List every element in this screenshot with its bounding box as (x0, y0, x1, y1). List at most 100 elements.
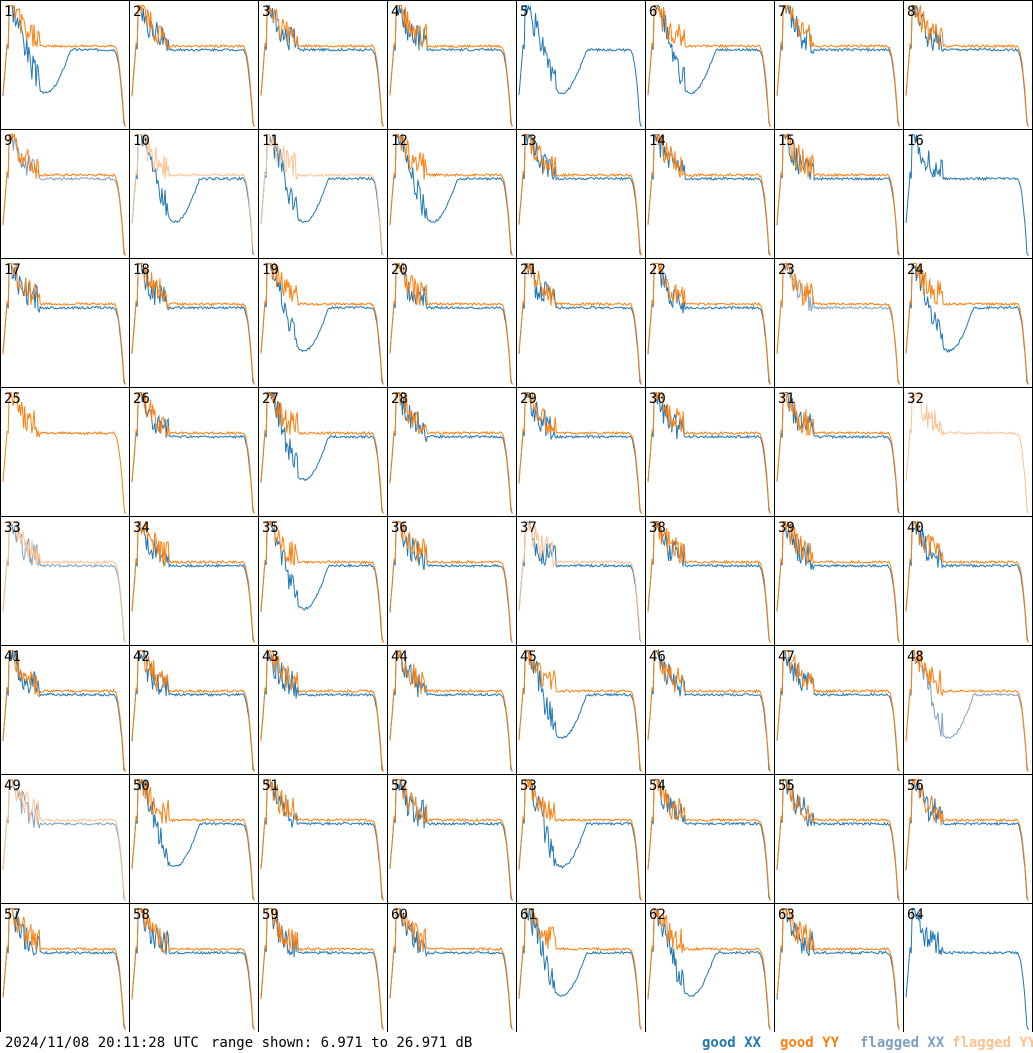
panel-label: 2 (133, 4, 141, 20)
yy-series (131, 650, 255, 772)
panel-6: 6 (645, 0, 775, 130)
yy-series (776, 521, 900, 643)
panel-label: 30 (649, 391, 666, 407)
panel-55: 55 (774, 774, 904, 904)
yy-series (2, 778, 126, 901)
yy-series (647, 5, 771, 127)
panel-label: 1 (4, 4, 12, 20)
panel-52: 52 (387, 774, 517, 904)
yy-series (2, 908, 126, 1030)
yy-series (2, 521, 126, 643)
panel-label: 24 (907, 262, 924, 278)
yy-series (389, 777, 513, 901)
xx-series (260, 262, 384, 385)
panel-42: 42 (129, 645, 259, 775)
panel-label: 57 (4, 907, 21, 923)
panel-label: 16 (907, 133, 924, 149)
panel-54: 54 (645, 774, 775, 904)
xx-series (905, 779, 1029, 901)
panel-label: 42 (133, 649, 150, 665)
panel-46: 46 (645, 645, 775, 775)
panel-18: 18 (129, 258, 259, 388)
panel-3: 3 (258, 0, 388, 130)
xx-series (131, 134, 255, 256)
panel-label: 23 (778, 262, 795, 278)
panel-label: 53 (520, 778, 537, 794)
panel-15: 15 (774, 129, 904, 259)
yy-series (389, 5, 513, 127)
yy-series (131, 779, 255, 901)
yy-series (905, 263, 1029, 385)
panel-label: 4 (391, 4, 399, 20)
footer: 2024/11/08 20:11:28 UTC range shown: 6.9… (0, 1032, 1033, 1053)
panel-31: 31 (774, 387, 904, 517)
panel-35: 35 (258, 516, 388, 646)
panel-frame (774, 387, 904, 517)
yy-series (389, 262, 513, 385)
panel-57: 57 (0, 903, 130, 1032)
xx-series (647, 134, 771, 256)
panel-label: 60 (391, 907, 408, 923)
panel-frame (387, 0, 517, 130)
yy-series (131, 262, 255, 385)
xx-series (776, 650, 900, 772)
panel-label: 59 (262, 907, 279, 923)
yy-series (131, 392, 255, 514)
xx-series (776, 908, 900, 1030)
xx-series (518, 134, 642, 256)
panel-2: 2 (129, 0, 259, 130)
xx-series (518, 908, 642, 1030)
panel-label: 32 (907, 391, 924, 407)
yy-series (776, 5, 900, 127)
xx-series (776, 392, 900, 514)
yy-series (647, 650, 771, 772)
panel-24: 24 (903, 258, 1033, 388)
panel-label: 8 (907, 4, 915, 20)
panel-label: 47 (778, 649, 795, 665)
panel-label: 52 (391, 778, 408, 794)
legend-good-xx: good XX (702, 1035, 762, 1051)
xx-series (131, 5, 255, 127)
yy-series (905, 778, 1029, 901)
xx-series (389, 263, 513, 385)
panel-label: 7 (778, 4, 786, 20)
xx-series (2, 5, 126, 127)
yy-series (647, 391, 771, 514)
panel-label: 40 (907, 520, 924, 536)
xx-series (647, 263, 771, 385)
panel-label: 27 (262, 391, 279, 407)
yy-series (260, 778, 384, 901)
xx-series (260, 649, 384, 772)
panel-49: 49 (0, 774, 130, 904)
yy-series (905, 5, 1029, 127)
panel-label: 45 (520, 649, 537, 665)
xx-series (905, 5, 1029, 127)
yy-series (389, 134, 513, 256)
yy-series (518, 263, 642, 385)
panel-frame (903, 903, 1033, 1032)
yy-series (518, 648, 642, 772)
yy-series (260, 5, 384, 127)
panel-11: 11 (258, 129, 388, 259)
panel-20: 20 (387, 258, 517, 388)
xx-series (389, 134, 513, 256)
panel-36: 36 (387, 516, 517, 646)
panel-26: 26 (129, 387, 259, 517)
panel-frame (387, 258, 517, 388)
panel-frame (0, 129, 130, 259)
panel-13: 13 (516, 129, 646, 259)
panel-label: 19 (262, 262, 279, 278)
legend-flagged-yy: flagged YY (952, 1035, 1033, 1051)
panel-label: 38 (649, 520, 666, 536)
panel-label: 21 (520, 262, 537, 278)
xx-series (2, 908, 126, 1030)
xx-series (647, 392, 771, 514)
yy-series (2, 263, 126, 385)
yy-series (260, 262, 384, 385)
xx-series (776, 521, 900, 643)
panel-frame (903, 387, 1033, 517)
panel-label: 10 (133, 133, 150, 149)
panel-label: 11 (262, 133, 279, 149)
panel-frame (774, 903, 904, 1032)
panel-40: 40 (903, 516, 1033, 646)
